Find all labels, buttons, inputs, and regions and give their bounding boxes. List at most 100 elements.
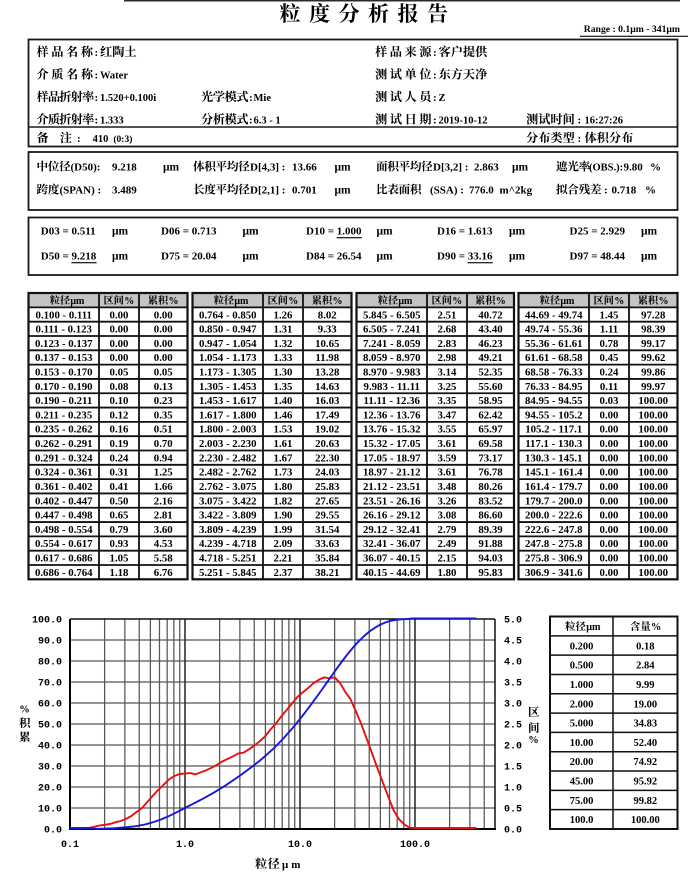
svg-text:80.0: 80.0 — [38, 658, 62, 669]
svg-text:1.80: 1.80 — [438, 567, 457, 579]
svg-text:%: % — [496, 296, 506, 307]
svg-text:0.24: 0.24 — [600, 366, 619, 378]
svg-text:0.291 - 0.324: 0.291 - 0.324 — [35, 452, 93, 464]
svg-text:100.00: 100.00 — [638, 538, 668, 550]
svg-text:1.35: 1.35 — [274, 381, 293, 393]
svg-text:0.94: 0.94 — [154, 452, 173, 464]
svg-text:100.00: 100.00 — [638, 424, 668, 436]
svg-text:100.00: 100.00 — [638, 409, 668, 421]
svg-text:2.482 - 2.762: 2.482 - 2.762 — [199, 467, 257, 479]
svg-text:29.12 - 32.41: 29.12 - 32.41 — [363, 524, 421, 536]
svg-text:100.00: 100.00 — [638, 510, 668, 522]
svg-text:1.99: 1.99 — [274, 524, 293, 536]
svg-text:0.498 - 0.554: 0.498 - 0.554 — [35, 524, 93, 536]
svg-text:0.00: 0.00 — [600, 481, 619, 493]
svg-text:0.03: 0.03 — [600, 395, 619, 407]
svg-text::: : — [433, 115, 437, 127]
svg-text:3.809 - 4.239: 3.809 - 4.239 — [199, 524, 257, 536]
svg-text:49.21: 49.21 — [478, 352, 502, 364]
svg-text:55.60: 55.60 — [478, 381, 502, 393]
svg-text:0.718: 0.718 — [612, 185, 637, 197]
svg-text::: : — [95, 47, 99, 59]
svg-text:20.0: 20.0 — [38, 784, 62, 795]
svg-text:0.123 - 0.137: 0.123 - 0.137 — [35, 338, 93, 350]
svg-text:200.0 - 222.6: 200.0 - 222.6 — [525, 510, 583, 522]
svg-text:0.00: 0.00 — [110, 309, 129, 321]
svg-text:(OBS.):: (OBS.): — [589, 163, 623, 174]
svg-text:2.68: 2.68 — [438, 324, 457, 336]
svg-text:8.970 - 9.983: 8.970 - 9.983 — [363, 366, 421, 378]
svg-text:46.23: 46.23 — [478, 338, 503, 350]
svg-text:%: % — [19, 705, 30, 716]
svg-text:10.00: 10.00 — [570, 738, 594, 749]
svg-text:0.51: 0.51 — [154, 424, 173, 436]
svg-text:5.251 - 5.845: 5.251 - 5.845 — [199, 567, 257, 579]
svg-text:275.8 - 306.9: 275.8 - 306.9 — [525, 553, 583, 565]
svg-text:86.60: 86.60 — [478, 510, 502, 522]
svg-text:D90 = 33.16: D90 = 33.16 — [437, 251, 493, 263]
svg-text:5.845 - 6.505: 5.845 - 6.505 — [363, 309, 421, 321]
svg-text:D97 = 48.44: D97 = 48.44 — [570, 251, 626, 263]
svg-text::: : — [578, 133, 582, 145]
svg-text:1.46: 1.46 — [274, 409, 293, 421]
svg-text:52.35: 52.35 — [478, 366, 502, 378]
svg-text:μm: μm — [70, 296, 85, 307]
svg-text:0.686 - 0.764: 0.686 - 0.764 — [35, 567, 93, 579]
svg-text:%: % — [332, 296, 342, 307]
svg-text:0.31: 0.31 — [110, 467, 129, 479]
svg-text:94.55 - 105.2: 94.55 - 105.2 — [525, 409, 583, 421]
svg-text::: : — [249, 115, 253, 127]
svg-text:70.0: 70.0 — [38, 679, 62, 690]
svg-text:μm: μm — [243, 226, 260, 238]
svg-text:21.12 - 23.51: 21.12 - 23.51 — [363, 481, 421, 493]
svg-text:222.6 - 247.8: 222.6 - 247.8 — [525, 524, 583, 536]
svg-text:43.40: 43.40 — [478, 324, 502, 336]
svg-text::: : — [433, 70, 437, 82]
svg-text:0.324 - 0.361: 0.324 - 0.361 — [35, 467, 93, 479]
svg-text:74.92: 74.92 — [633, 757, 657, 768]
svg-text::: : — [95, 70, 99, 82]
svg-text:0.13: 0.13 — [154, 381, 173, 393]
svg-text:25.83: 25.83 — [315, 481, 340, 493]
svg-text:μm: μm — [398, 296, 413, 307]
svg-text:0.190 - 0.211: 0.190 - 0.211 — [35, 395, 92, 407]
svg-text:73.17: 73.17 — [478, 452, 503, 464]
svg-text:17.49: 17.49 — [315, 409, 340, 421]
svg-text:1.90: 1.90 — [274, 510, 293, 522]
svg-text:0.447 - 0.498: 0.447 - 0.498 — [35, 510, 93, 522]
svg-text:1.800 - 2.003: 1.800 - 2.003 — [199, 424, 257, 436]
svg-text:3.48: 3.48 — [438, 481, 457, 493]
svg-text:2.0: 2.0 — [504, 742, 522, 753]
svg-text:1.453 - 1.617: 1.453 - 1.617 — [199, 395, 257, 407]
svg-text:0.00: 0.00 — [110, 352, 129, 364]
svg-text:0.262 - 0.291: 0.262 - 0.291 — [35, 438, 93, 450]
svg-text:100.00: 100.00 — [638, 395, 668, 407]
svg-text:D84 = 26.54: D84 = 26.54 — [306, 251, 362, 263]
svg-text:9.218: 9.218 — [112, 162, 137, 174]
svg-text:1.73: 1.73 — [274, 467, 293, 479]
svg-text:μm: μm — [586, 622, 601, 633]
svg-text:14.63: 14.63 — [315, 381, 340, 393]
svg-text:4.5: 4.5 — [504, 637, 522, 648]
svg-text:2.863: 2.863 — [474, 162, 499, 174]
svg-text:μm: μm — [509, 251, 526, 263]
svg-text:83.52: 83.52 — [478, 495, 502, 507]
svg-text:0.45: 0.45 — [600, 352, 619, 364]
svg-text:1.67: 1.67 — [274, 452, 293, 464]
svg-text:1.617 - 1.800: 1.617 - 1.800 — [199, 409, 257, 421]
svg-text:1.0: 1.0 — [176, 840, 194, 851]
svg-text:17.05 - 18.97: 17.05 - 18.97 — [363, 452, 421, 464]
svg-text:40.15 - 44.69: 40.15 - 44.69 — [363, 567, 421, 579]
svg-text:40.72: 40.72 — [478, 309, 502, 321]
svg-text:0.05: 0.05 — [110, 366, 129, 378]
svg-text:105.2 - 117.1: 105.2 - 117.1 — [525, 424, 582, 436]
svg-text:4.53: 4.53 — [154, 538, 173, 550]
svg-text:μm: μm — [163, 162, 180, 174]
svg-text:1.18: 1.18 — [110, 567, 129, 579]
svg-text:0.00: 0.00 — [154, 309, 173, 321]
svg-text:32.41 - 36.07: 32.41 - 36.07 — [363, 538, 421, 550]
svg-text:95.92: 95.92 — [633, 777, 657, 788]
svg-text:3.61: 3.61 — [438, 438, 457, 450]
svg-text:1.66: 1.66 — [154, 481, 173, 493]
svg-text:Mie: Mie — [254, 93, 272, 104]
